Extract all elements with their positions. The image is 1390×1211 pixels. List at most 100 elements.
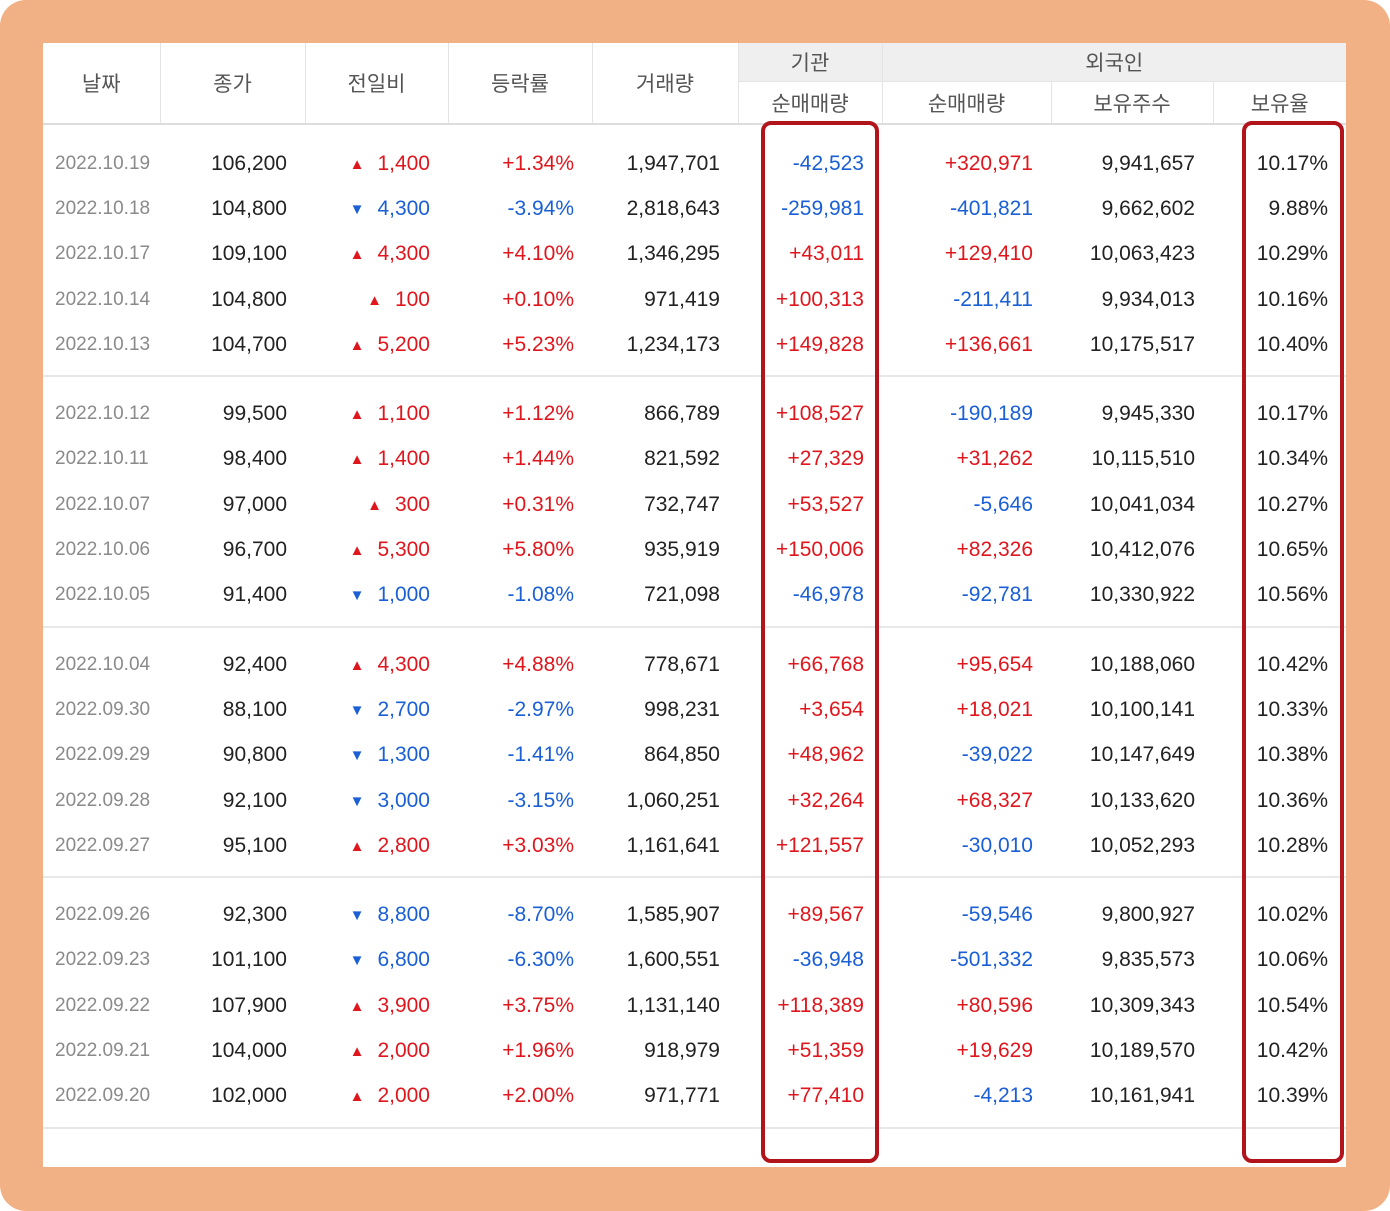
cell-foreign-net: +18,021 [956, 697, 1034, 721]
cell-close: 104,800 [211, 287, 287, 311]
cell-foreign-net: +19,629 [956, 1038, 1034, 1062]
cell-date: 2022.10.13 [43, 322, 160, 378]
cell-foreign-ratio: 9.88% [1268, 196, 1329, 220]
cell-change: ▲ 300 [305, 482, 448, 527]
cell-close: 104,000 [211, 1038, 287, 1062]
table-row: 2022.10.07 97,000 ▲ 300 +0.31% 732,747 +53,527… [43, 482, 1346, 527]
cell-close: 106,200 [211, 151, 287, 175]
cell-foreign-ratio: 10.36% [1256, 788, 1329, 812]
cell-close: 92,400 [222, 652, 287, 676]
header-close: 종가 [160, 43, 306, 125]
cell-foreign-shares: 10,063,423 [1089, 242, 1195, 266]
cell-date: 2022.10.12 [55, 403, 151, 425]
cell-volume: 1,585,907 [626, 903, 720, 927]
triangle-up-icon: ▲ [349, 542, 365, 560]
cell-date: 2022.09.22 [55, 994, 151, 1016]
cell-close: 104,700 [160, 322, 305, 378]
cell-close: 92,100 [222, 788, 287, 812]
change-value: 1,000 [377, 583, 430, 607]
cell-foreign-ratio: 10.33% [1256, 697, 1329, 721]
cell-foreign-net: -30,010 [882, 823, 1051, 879]
change-value: 3,000 [377, 788, 430, 812]
triangle-up-icon: ▲ [349, 246, 365, 264]
table-row: 2022.09.23 101,100 ▼ 6,800 -6.30% 1,600,551 -3… [43, 938, 1346, 983]
cell-volume: 1,346,295 [626, 242, 720, 266]
cell-rate: -3.94% [507, 196, 574, 220]
cell-institution-net: +149,828 [738, 322, 882, 378]
cell-rate: +0.10% [502, 287, 574, 311]
cell-close: 92,300 [222, 903, 287, 927]
table-body: 2022.10.19 106,200 ▲ 1,400 +1.34% 1,947,701 -4… [43, 124, 1346, 1129]
cell-change: ▼ 2,700 [305, 687, 448, 732]
cell-rate: +3.75% [502, 993, 574, 1017]
cell-date: 2022.09.23 [55, 949, 151, 971]
change-value: 1,400 [377, 447, 430, 471]
table-row: 2022.09.28 92,100 ▼ 3,000 -3.15% 1,060,251 +32… [43, 778, 1346, 823]
cell-rate: +1.12% [502, 402, 574, 426]
table-header: 날짜 종가 전일비 등락률 거래량 기관 외국인 순매매량 순매매량 보유주수 … [43, 43, 1346, 125]
cell-volume: 1,947,701 [626, 151, 720, 175]
change-value: 8,800 [377, 903, 430, 927]
cell-date: 2022.10.19 [55, 152, 151, 174]
cell-rate: +0.31% [502, 492, 574, 516]
cell-foreign-ratio: 10.56% [1213, 572, 1346, 628]
cell-institution-net: +118,389 [777, 993, 864, 1017]
table-row: 2022.09.20 102,000 ▲ 2,000 +2.00% 971,771 +77,… [43, 1073, 1346, 1129]
header-foreign-group: 외국인 [882, 43, 1346, 82]
cell-rate: -6.30% [507, 948, 574, 972]
cell-change: ▲ 4,300 [305, 232, 448, 277]
cell-institution-net: +51,359 [787, 1038, 865, 1062]
cell-foreign-net: -4,213 [882, 1073, 1051, 1129]
cell-institution-net: -36,948 [792, 948, 864, 972]
change-value: 4,300 [377, 196, 430, 220]
cell-foreign-shares: 10,133,620 [1089, 788, 1195, 812]
cell-institution-net: -46,978 [738, 572, 882, 628]
cell-date: 2022.09.28 [55, 789, 151, 811]
cell-change: ▲ 3,900 [305, 983, 448, 1028]
header-foreign-shares: 보유주수 [1051, 81, 1214, 125]
change-value: 5,300 [377, 538, 430, 562]
cell-change: ▼ 3,000 [305, 778, 448, 823]
cell-rate: +4.88% [502, 652, 574, 676]
table-row: 2022.10.17 109,100 ▲ 4,300 +4.10% 1,346,295 +4… [43, 232, 1346, 277]
cell-foreign-shares: 9,800,927 [1101, 903, 1195, 927]
cell-foreign-net: +68,327 [956, 788, 1034, 812]
cell-institution-net: +32,264 [787, 788, 865, 812]
stock-table-panel: 날짜 종가 전일비 등락률 거래량 기관 외국인 순매매량 순매매량 보유주수 … [43, 43, 1346, 1167]
cell-volume: 918,979 [644, 1038, 720, 1062]
cell-date: 2022.10.06 [55, 539, 151, 561]
cell-institution-net: +48,962 [787, 743, 865, 767]
cell-volume: 1,060,251 [626, 788, 720, 812]
cell-foreign-ratio: 10.38% [1256, 743, 1329, 767]
header-date: 날짜 [43, 43, 161, 125]
cell-foreign-shares: 10,175,517 [1051, 322, 1213, 378]
cell-volume: 1,131,140 [626, 993, 720, 1017]
change-value: 300 [394, 492, 430, 516]
cell-foreign-shares: 10,309,343 [1089, 993, 1195, 1017]
table-row: 2022.10.12 99,500 ▲ 1,100 +1.12% 866,789 +108,… [43, 376, 1346, 436]
triangle-down-icon: ▼ [349, 907, 365, 925]
header-institution-group: 기관 [738, 43, 883, 82]
cell-foreign-net: -190,189 [950, 402, 1033, 426]
cell-rate: -1.41% [507, 743, 574, 767]
cell-foreign-ratio: 10.40% [1213, 322, 1346, 378]
cell-date: 2022.10.05 [43, 572, 160, 628]
cell-close: 88,100 [222, 697, 287, 721]
triangle-up-icon: ▲ [367, 496, 382, 514]
cell-institution-net: +108,527 [775, 402, 864, 426]
cell-foreign-net: -5,646 [973, 492, 1033, 516]
cell-change: ▲ 1,400 [305, 437, 448, 482]
cell-institution-net: +89,567 [787, 903, 865, 927]
cell-close: 90,800 [222, 743, 287, 767]
header-foreign-net: 순매매량 [882, 81, 1052, 125]
cell-institution-net: +150,006 [775, 538, 864, 562]
cell-foreign-ratio: 10.34% [1256, 447, 1329, 471]
cell-change: ▲ 5,200 [305, 322, 448, 378]
cell-change: ▼ 4,300 [305, 186, 448, 231]
cell-foreign-net: +82,326 [956, 538, 1034, 562]
cell-rate: +1.34% [502, 151, 574, 175]
cell-date: 2022.10.07 [55, 493, 151, 515]
change-value: 2,000 [377, 1038, 430, 1062]
table-row: 2022.09.26 92,300 ▼ 8,800 -8.70% 1,585,907 +89… [43, 877, 1346, 937]
cell-foreign-ratio: 10.02% [1256, 903, 1329, 927]
